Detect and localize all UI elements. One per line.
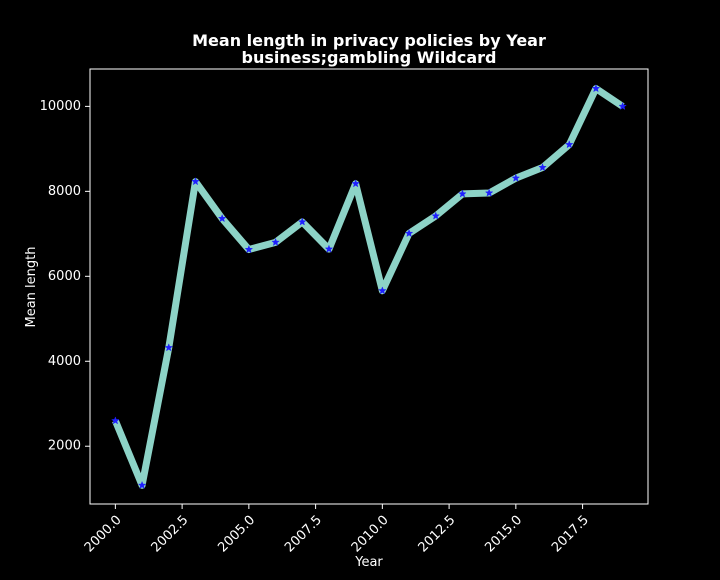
series-line [112,85,625,489]
y-tick-label: 8000 [48,184,81,199]
data-point [484,188,494,197]
y-axis-label: Mean length [24,247,39,328]
data-point [538,163,547,172]
data-point [297,217,307,226]
data-point [244,245,254,254]
data-point [618,101,627,111]
data-point [324,244,334,253]
data-point [137,480,147,489]
y-tick-label: 2000 [48,439,81,454]
data-point [271,237,280,246]
data-point [164,343,174,352]
y-tick-label: 6000 [48,269,81,284]
axes-frame [89,68,649,505]
data-point [564,140,574,149]
y-axis: 2000 4000 6000 8000 10000 [40,99,90,454]
y-tick-label: 4000 [48,354,81,369]
data-point [217,214,227,223]
chart-subtitle: business;gambling Wildcard [242,48,497,67]
data-point [458,189,467,198]
data-point [591,84,601,93]
data-point [511,173,521,182]
data-point [431,211,441,220]
data-point [351,179,360,188]
chart-title: Mean length in privacy policies by Year [192,31,546,50]
data-point [378,286,387,295]
data-point [111,416,120,425]
x-axis-label: Year [354,555,383,570]
data-point [191,177,200,186]
y-tick-label: 10000 [40,99,81,114]
data-point [404,228,414,238]
plot-area [111,84,627,489]
